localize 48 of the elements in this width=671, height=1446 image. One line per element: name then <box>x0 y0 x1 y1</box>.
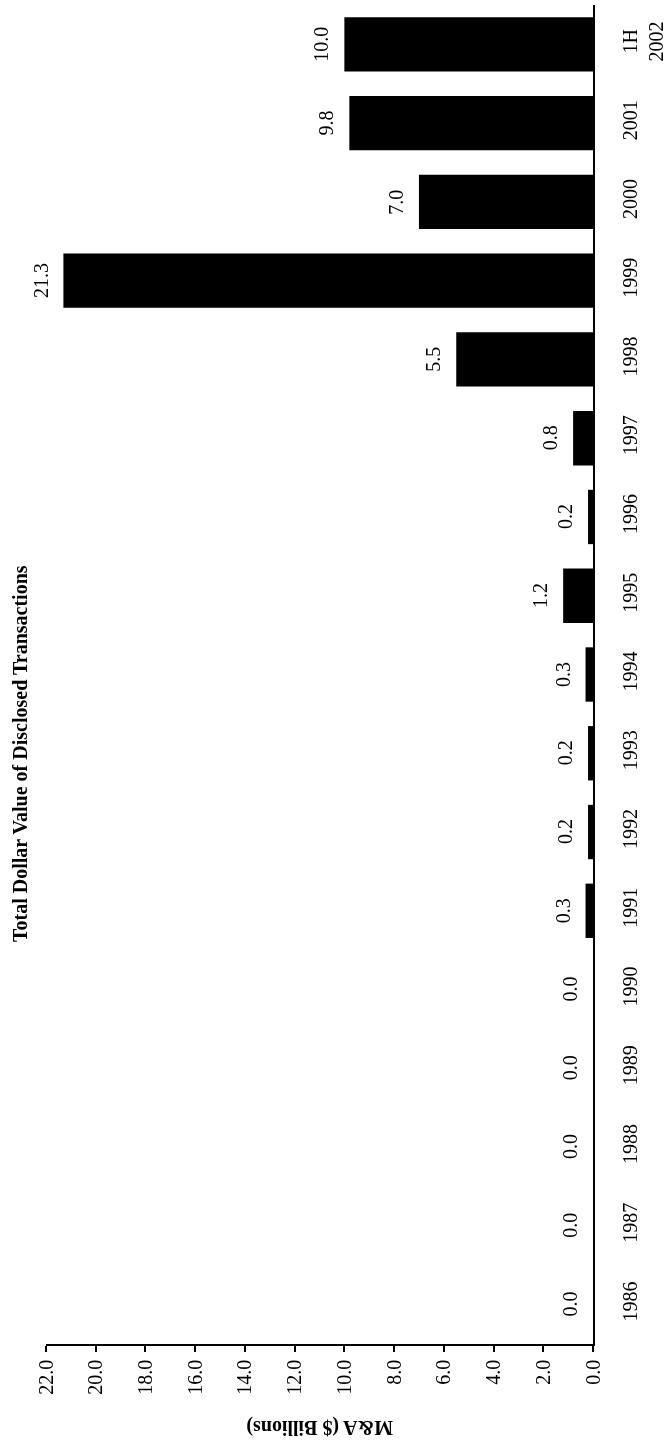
y-tick-label: 1996 <box>618 493 641 534</box>
y-tick-label: 1H 2002 <box>618 21 667 62</box>
data-label: 1.2 <box>529 582 552 608</box>
x-tick-label: 18.0 <box>133 1359 156 1395</box>
data-label: 7.0 <box>385 189 408 215</box>
x-tick-label: 20.0 <box>84 1359 107 1395</box>
y-tick-label: 1991 <box>618 887 641 928</box>
y-tick-label: 1998 <box>618 336 641 377</box>
data-label: 0.0 <box>559 976 582 1002</box>
data-label: 9.8 <box>315 110 338 136</box>
data-label: 5.5 <box>421 346 444 372</box>
x-tick-label: 10.0 <box>332 1359 355 1395</box>
data-label: 0.0 <box>558 1055 581 1081</box>
data-label: 0.2 <box>554 819 576 845</box>
data-label: 0.0 <box>559 1212 582 1238</box>
y-tick-label: 1989 <box>618 1045 641 1086</box>
x-tick-label: 12.0 <box>283 1359 306 1395</box>
data-label: 21.3 <box>29 263 52 299</box>
data-label: 0.8 <box>538 425 561 451</box>
y-tick-label: 1994 <box>618 651 641 692</box>
y-tick-label: 1993 <box>618 730 641 771</box>
y-tick-label: 2000 <box>618 178 641 219</box>
data-label: 0.0 <box>558 1134 581 1160</box>
data-label: 0.3 <box>551 898 574 924</box>
y-tick-label: 1988 <box>618 1124 641 1165</box>
data-label: 0.2 <box>553 740 576 766</box>
x-tick-label: 8.0 <box>382 1359 405 1385</box>
y-tick-label: 1986 <box>618 1281 641 1322</box>
y-tick-label: 1990 <box>618 966 641 1007</box>
y-tick-label: 1987 <box>618 1202 641 1243</box>
y-tick-label: 1992 <box>618 809 641 850</box>
x-tick-label: 14.0 <box>233 1359 256 1395</box>
x-tick-label: 16.0 <box>183 1359 206 1395</box>
data-label: 10.0 <box>309 26 332 62</box>
y-tick-label: 2001 <box>618 100 641 141</box>
x-tick-label: 4.0 <box>482 1359 505 1385</box>
x-tick-label: 22.0 <box>34 1359 57 1395</box>
x-tick-label: 0.0 <box>581 1359 604 1385</box>
y-tick-label: 1999 <box>618 257 641 298</box>
x-tick-label: 6.0 <box>432 1359 455 1385</box>
x-tick-label: 2.0 <box>531 1359 554 1385</box>
x-axis-title: M&A ($ Billions) <box>246 1416 393 1439</box>
text: Total Dollar Value of Disclosed Transactions <box>9 565 31 942</box>
y-tick-label: 1997 <box>618 415 641 456</box>
data-label: 0.3 <box>552 662 575 688</box>
y-tick-label: 1995 <box>618 572 641 613</box>
data-label: 0.0 <box>559 1291 582 1317</box>
data-label: 0.2 <box>554 504 577 529</box>
